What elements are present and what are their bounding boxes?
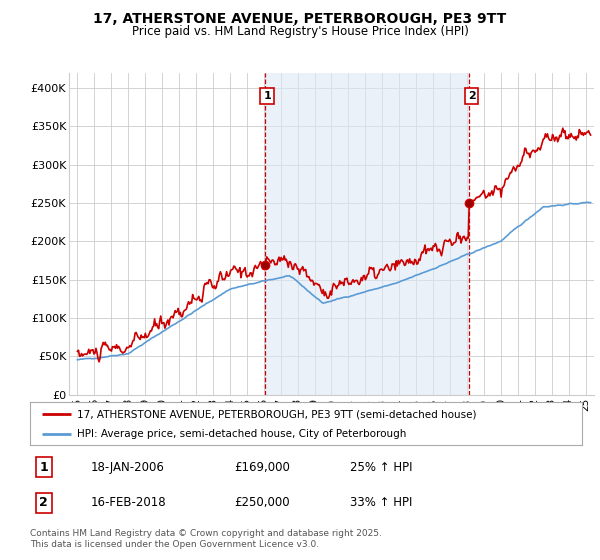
Text: HPI: Average price, semi-detached house, City of Peterborough: HPI: Average price, semi-detached house,… <box>77 429 406 439</box>
Text: 16-FEB-2018: 16-FEB-2018 <box>91 496 166 510</box>
Text: 25% ↑ HPI: 25% ↑ HPI <box>350 460 413 474</box>
Text: 17, ATHERSTONE AVENUE, PETERBOROUGH, PE3 9TT (semi-detached house): 17, ATHERSTONE AVENUE, PETERBOROUGH, PE3… <box>77 409 476 419</box>
Text: Contains HM Land Registry data © Crown copyright and database right 2025.
This d: Contains HM Land Registry data © Crown c… <box>30 529 382 549</box>
Text: 17, ATHERSTONE AVENUE, PETERBOROUGH, PE3 9TT: 17, ATHERSTONE AVENUE, PETERBOROUGH, PE3… <box>94 12 506 26</box>
Text: £169,000: £169,000 <box>234 460 290 474</box>
Text: 2: 2 <box>40 496 48 510</box>
Text: 1: 1 <box>263 91 271 101</box>
Text: £250,000: £250,000 <box>234 496 290 510</box>
Text: 2: 2 <box>467 91 475 101</box>
Text: 1: 1 <box>40 460 48 474</box>
Text: Price paid vs. HM Land Registry's House Price Index (HPI): Price paid vs. HM Land Registry's House … <box>131 25 469 38</box>
Bar <box>265 73 469 395</box>
Text: 33% ↑ HPI: 33% ↑ HPI <box>350 496 413 510</box>
Text: 18-JAN-2006: 18-JAN-2006 <box>91 460 164 474</box>
